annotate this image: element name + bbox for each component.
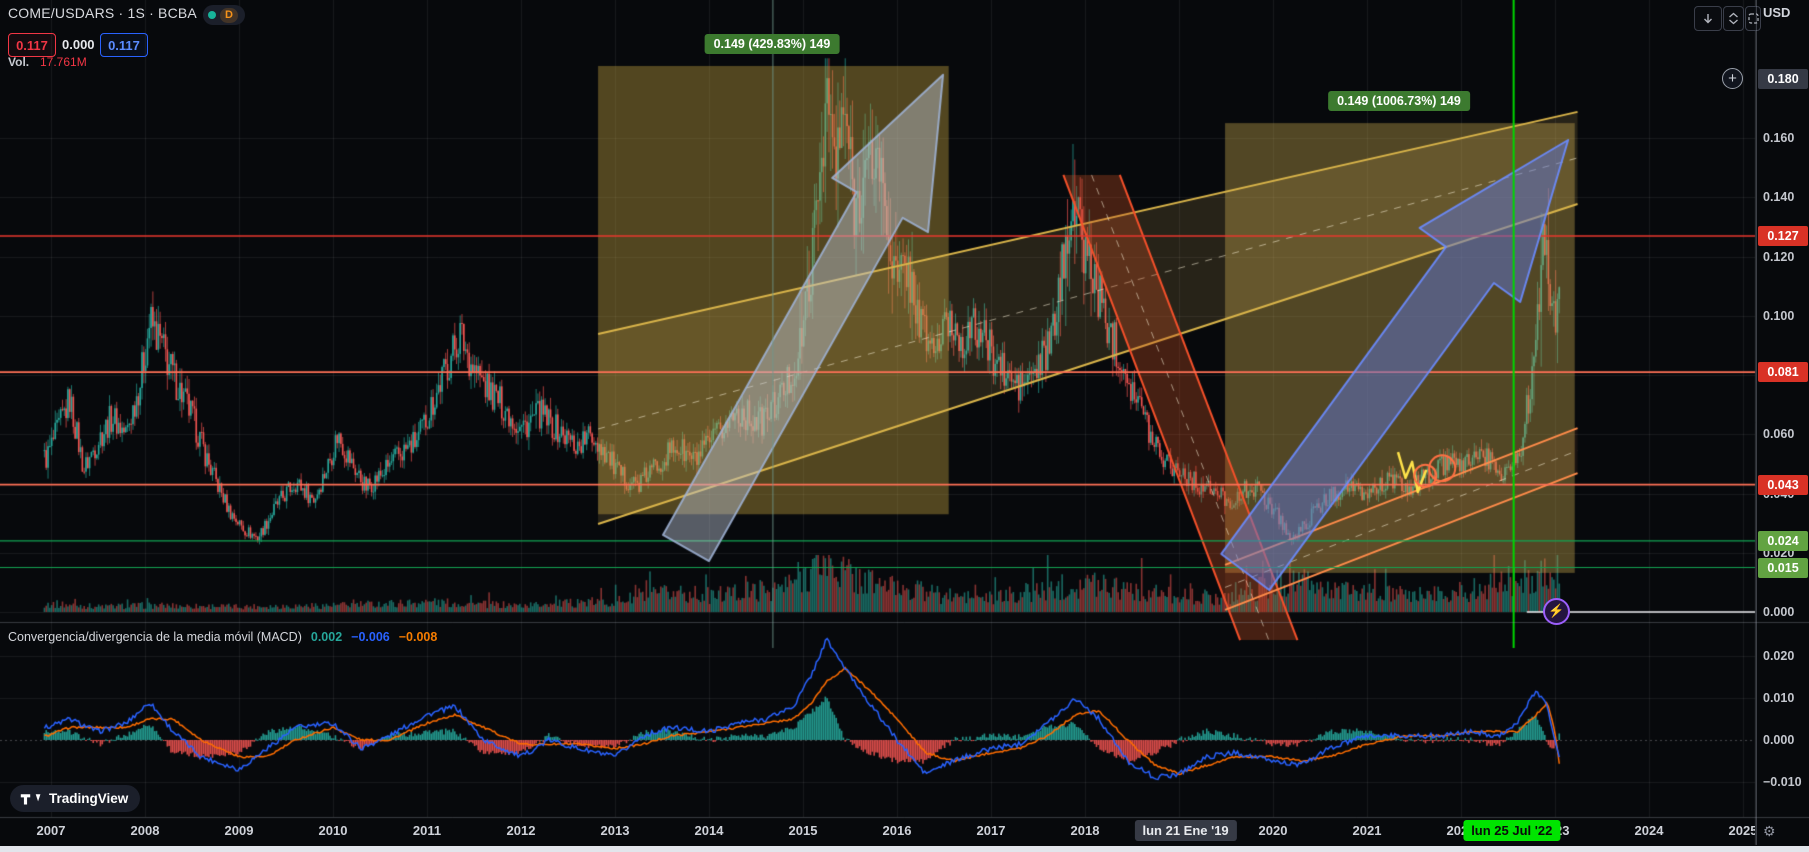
fullscreen-frame-icon [1747, 13, 1759, 24]
year-label: 2014 [694, 823, 724, 838]
bottom-scrollbar[interactable] [0, 846, 1809, 852]
date-marker-gray: lun 21 Ene '19 [1134, 820, 1237, 841]
time-axis[interactable]: 2007 2008 2009 2010 2011 2012 2013 2014 2015 2016… [0, 818, 1755, 845]
price-tick-label: 0.000 [1763, 604, 1795, 619]
year-label: 2024 [1634, 823, 1664, 838]
axis-settings-gear-icon[interactable]: ⚙ [1763, 823, 1776, 839]
year-label: 2025 [1728, 823, 1755, 838]
macd-tick-label: 0.010 [1763, 691, 1795, 705]
market-status-pill[interactable]: D [203, 5, 245, 25]
tradingview-logo-text: TradingView [49, 791, 129, 806]
price-level-label: 0.043 [1758, 474, 1808, 495]
volume-label: Vol. [8, 55, 30, 69]
buy-price-button[interactable]: 0.117 [100, 33, 148, 57]
year-label: 2021 [1352, 823, 1382, 838]
symbol-title[interactable]: COME/USDARS · 1S · BCBA [8, 5, 197, 21]
macd-legend[interactable]: Convergencia/divergencia de la media móv… [8, 630, 437, 644]
price-level-label: 0.081 [1758, 362, 1808, 383]
tradingview-logo-icon [20, 793, 41, 804]
scroll-down-button[interactable] [1694, 6, 1722, 31]
macd-value: −0.008 [398, 630, 438, 644]
currency-label: USD [1763, 5, 1791, 20]
year-label: 2017 [976, 823, 1006, 838]
arrow-down-icon [1704, 13, 1712, 23]
price-tick-label: 0.100 [1763, 308, 1795, 323]
macd-indicator-title[interactable]: Convergencia/divergencia de la media móv… [8, 630, 302, 644]
macd-value: 0.002 [310, 630, 343, 644]
price-tick-label: 0.120 [1763, 249, 1795, 264]
collapse-pane-button[interactable] [1723, 6, 1744, 31]
lightning-marker-button[interactable]: ⚡ [1542, 597, 1570, 625]
macd-value: −0.006 [351, 630, 390, 644]
year-label: 2010 [318, 823, 348, 838]
year-label: 2009 [224, 823, 254, 838]
tradingview-logo[interactable]: TradingView [10, 785, 141, 812]
price-level-label: 0.180 [1758, 69, 1808, 89]
macd-tick-label: −0.010 [1763, 775, 1802, 789]
price-level-label: 0.127 [1758, 225, 1808, 246]
year-label: 2018 [1070, 823, 1100, 838]
measurement-label[interactable]: 0.149 (429.83%) 149 [704, 33, 840, 54]
price-tick-label: 0.060 [1763, 427, 1795, 442]
volume-value: 17.761M [40, 55, 87, 69]
date-marker-green: lun 25 Jul '22 [1463, 820, 1561, 841]
year-label: 2015 [788, 823, 818, 838]
add-alert-plus-button[interactable]: + [1722, 68, 1743, 89]
price-tick-label: 0.160 [1763, 131, 1795, 146]
price-level-label: 0.024 [1758, 530, 1808, 551]
year-label: 2020 [1258, 823, 1288, 838]
price-axis[interactable]: USD 0.1600.1400.1200.1000.0600.0400.0200… [1756, 0, 1809, 845]
price-level-label: 0.015 [1758, 557, 1808, 578]
year-label: 2008 [130, 823, 160, 838]
spread-value: 0.000 [62, 37, 95, 52]
price-tick-label: 0.140 [1763, 190, 1795, 205]
measurement-label[interactable]: 0.149 (1006.73%) 149 [1328, 91, 1470, 112]
year-label: 2012 [506, 823, 536, 838]
year-label: 2007 [36, 823, 66, 838]
sell-price-button[interactable]: 0.117 [8, 33, 56, 57]
year-label: 2011 [412, 823, 442, 838]
macd-tick-label: 0.000 [1763, 733, 1795, 747]
collapse-icon [1729, 12, 1738, 25]
year-label: 2016 [882, 823, 912, 838]
macd-tick-label: 0.020 [1763, 649, 1795, 663]
fullscreen-button[interactable] [1745, 6, 1761, 31]
delayed-data-badge[interactable]: D [220, 7, 238, 23]
year-label: 2013 [600, 823, 630, 838]
market-open-dot-icon [208, 11, 216, 19]
